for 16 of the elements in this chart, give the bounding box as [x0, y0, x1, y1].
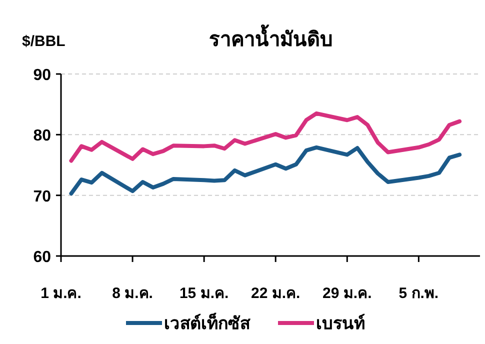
x-tick-label: 22 ม.ค.	[251, 285, 300, 302]
legend-label: เบรนท์	[316, 313, 365, 333]
legend-label: เวสต์เท็กซัส	[164, 311, 251, 333]
x-tick-label: 8 ม.ค.	[112, 285, 153, 302]
x-tick-label: 1 ม.ค.	[40, 285, 82, 302]
chart-title: ราคาน้ำมันดิบ	[209, 24, 333, 51]
x-tick-label: 15 ม.ค.	[179, 285, 229, 302]
x-tick-label: 5 ก.พ.	[398, 285, 439, 302]
x-tick-label: 29 ม.ค.	[322, 285, 372, 302]
y-tick-label: 60	[33, 249, 52, 266]
line-series	[69, 111, 462, 163]
y-axis-title: $/BBL	[22, 33, 66, 50]
y-tick-label: 70	[33, 188, 52, 206]
y-tick-label: 80	[33, 128, 52, 145]
y-tick-label: 90	[33, 67, 52, 84]
line-series	[69, 145, 462, 196]
